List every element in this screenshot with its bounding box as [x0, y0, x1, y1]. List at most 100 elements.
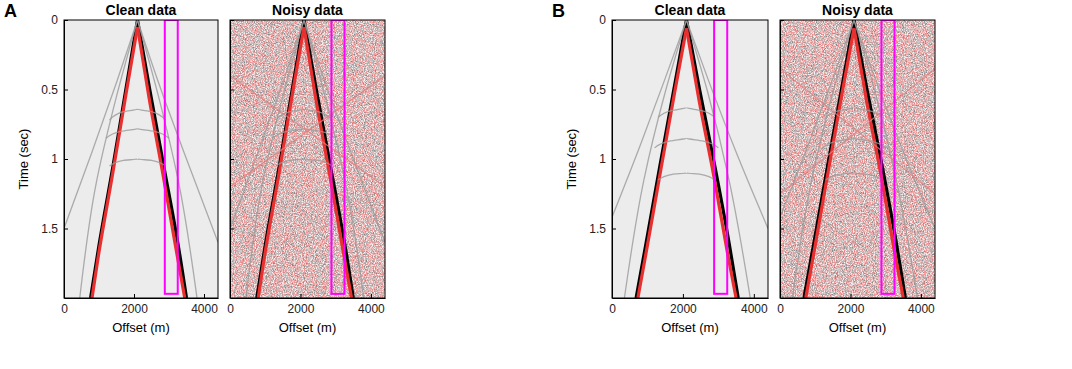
tick-label: 0 [227, 302, 234, 316]
panel: 020004000Noisy dataOffset (m) [777, 2, 935, 335]
event-line [826, 173, 882, 180]
tick-mark [780, 229, 784, 230]
event-line [110, 109, 166, 120]
tick: 2000 [670, 294, 697, 316]
event-line [106, 128, 169, 138]
noise [780, 20, 935, 298]
panel: 020004000Noisy dataOffset (m) [227, 2, 385, 335]
tick-mark [780, 159, 784, 160]
event-line [636, 20, 686, 298]
tick-mark [780, 90, 784, 91]
background [64, 20, 218, 298]
y-axis-title: Time (sec) [564, 129, 579, 190]
tick-mark [683, 294, 684, 298]
noise [230, 20, 385, 298]
title: Clean data [655, 2, 726, 18]
tick-label: 4000 [191, 302, 218, 316]
tick-mark [134, 294, 135, 298]
noise [230, 20, 385, 298]
tick-label: 0 [599, 13, 606, 27]
event-line [686, 28, 736, 298]
tick: 4000 [741, 294, 768, 316]
tick [780, 229, 784, 230]
plot-area [612, 20, 768, 298]
event-line [612, 20, 686, 217]
tick-mark [230, 229, 234, 230]
event-line [138, 20, 198, 298]
tick-mark [371, 294, 372, 298]
tick-label: 0 [61, 302, 68, 316]
event-line [638, 28, 687, 298]
tick-label: 4000 [908, 302, 935, 316]
plot-area [780, 20, 935, 298]
tick-label: 2000 [838, 302, 865, 316]
x-axis: 0 2000 4000 [61, 294, 218, 316]
tick-label: 4000 [741, 302, 768, 316]
tick-label: 2000 [121, 302, 148, 316]
tick-label: 1.5 [41, 222, 58, 236]
tick [230, 159, 234, 160]
tick-label: 2000 [670, 302, 697, 316]
x-axis-title: Offset (m) [112, 320, 170, 335]
event-line [64, 20, 138, 229]
y-axis [780, 21, 784, 299]
event-line [854, 28, 903, 298]
frame [780, 20, 935, 298]
tick [780, 159, 784, 160]
event-line [91, 20, 138, 298]
x-axis-title: Offset (m) [829, 320, 887, 335]
event-line [780, 69, 935, 194]
background [612, 20, 768, 298]
event-line [230, 76, 385, 187]
tick-label: 1 [599, 152, 606, 166]
tick: 4000 [908, 294, 935, 316]
event-line [624, 20, 686, 298]
plot-area [64, 20, 218, 298]
tick-mark [612, 229, 616, 230]
y-axis-title: Time (sec) [16, 129, 31, 190]
highlight-box [881, 20, 894, 294]
event-line [138, 20, 187, 298]
event-line [686, 20, 738, 298]
tick: 2000 [121, 294, 148, 316]
panel-label: A [4, 1, 17, 21]
event-line [806, 28, 854, 298]
x-axis: 020004000 [227, 294, 385, 316]
tick: 1 [51, 152, 68, 166]
x-axis-title: Offset (m) [279, 320, 337, 335]
tick-mark [64, 229, 68, 230]
tick: 4000 [358, 294, 385, 316]
tick [230, 229, 234, 230]
tick: 1 [599, 152, 616, 166]
tick [230, 90, 234, 91]
tick-label: 0 [609, 302, 616, 316]
event-line [246, 20, 304, 298]
title: Noisy data [272, 2, 343, 18]
panel: 02000400000.511.5Clean dataOffset (m)Tim… [4, 1, 219, 335]
tick-label: 1 [51, 152, 58, 166]
tick-label: 0 [51, 13, 58, 27]
tick-mark [230, 159, 234, 160]
highlight-box [331, 20, 344, 294]
event-line [854, 20, 905, 298]
tick-label: 0.5 [589, 83, 606, 97]
x-axis: 0 2000 4000 [777, 294, 935, 316]
event-line [230, 76, 385, 187]
tick-label: 0 [777, 302, 784, 316]
event-line [304, 20, 364, 298]
x-axis-title: Offset (m) [661, 320, 719, 335]
y-axis [230, 21, 234, 299]
background [230, 20, 385, 298]
tick-mark [754, 294, 755, 298]
tick-mark [921, 294, 922, 298]
plot-area [230, 20, 385, 298]
tick-mark [204, 294, 205, 298]
tick-label: 1.5 [589, 222, 606, 236]
highlight-box [165, 20, 178, 294]
event-line [655, 138, 719, 148]
tick-mark [612, 90, 616, 91]
x-axis: 0 2000 4000 [609, 294, 768, 316]
tick: 2000 [838, 294, 865, 316]
tick-label: 0.5 [41, 83, 58, 97]
tick [780, 90, 784, 91]
